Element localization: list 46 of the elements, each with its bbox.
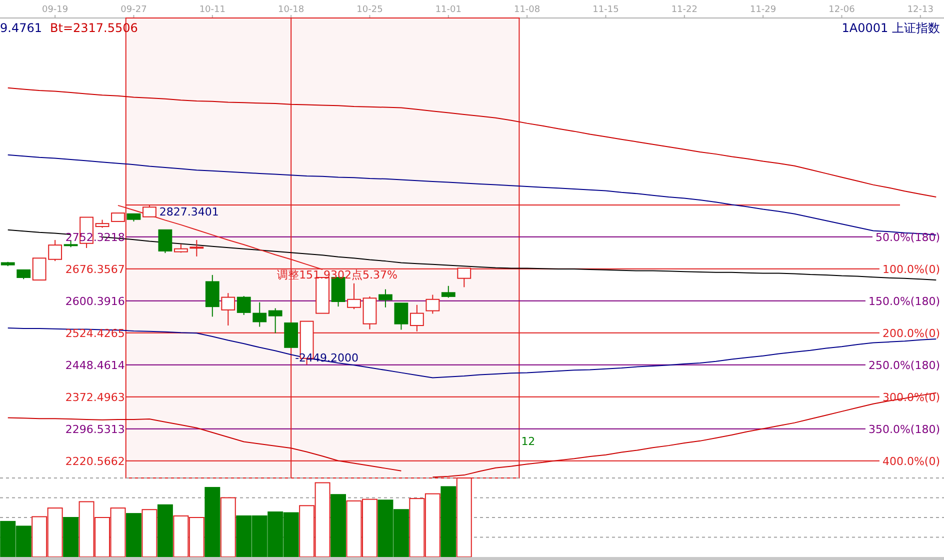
- x-tick-label: 11-15: [592, 5, 619, 15]
- y-tick-label: 2600.3916: [65, 294, 125, 308]
- bar: [220, 497, 236, 558]
- y-tick-label: 2296.5313: [65, 422, 125, 436]
- x-tick-label: 11-22: [671, 5, 698, 15]
- candlestick: [190, 239, 204, 257]
- annotation: 9.4761: [0, 21, 42, 35]
- x-tick-label: 12-13: [907, 5, 934, 15]
- x-tick-label: 11-01: [435, 5, 462, 15]
- candlestick: [221, 292, 236, 326]
- y-tick-label: 2372.4963: [65, 390, 125, 404]
- line-series: [7, 328, 937, 378]
- x-tick-label: 11-29: [750, 5, 776, 15]
- line-series: [7, 87, 937, 198]
- annotation: 250.0%(180): [868, 358, 940, 372]
- annotation: 150.0%(180): [868, 294, 940, 308]
- annotation: 50.0%(180): [875, 230, 940, 244]
- annotation: 200.0%(0): [882, 326, 940, 340]
- y-tick-label: 2448.4614: [65, 358, 125, 372]
- bar: [204, 486, 220, 558]
- annotation: 400.0%(0): [882, 454, 940, 468]
- candlestick: [252, 302, 267, 328]
- bar: [63, 517, 79, 558]
- y-tick-label: 2676.3567: [65, 262, 125, 276]
- candlestick: [268, 308, 282, 334]
- annotation: 350.0%(180): [868, 422, 940, 436]
- x-tick-label: 10-25: [356, 5, 383, 15]
- x-tick-label: 11-08: [514, 5, 540, 15]
- y-tick-label: 2220.5662: [65, 454, 125, 468]
- y-tick-label: 2524.4265: [65, 326, 125, 340]
- bar: [157, 504, 173, 558]
- annotation: 100.0%(0): [882, 262, 940, 276]
- x-tick-label: 10-11: [199, 5, 226, 15]
- candlestick: [378, 288, 392, 308]
- x-tick-label: 09-19: [42, 5, 68, 15]
- x-tick-label: 12-06: [828, 5, 856, 15]
- bar: [142, 509, 158, 558]
- chart-title: 1A0001 上证指数: [842, 21, 940, 35]
- bar: [456, 478, 472, 558]
- bar: [126, 513, 142, 558]
- annotation: 12: [521, 435, 536, 448]
- annotation: 2827.3401: [159, 205, 219, 218]
- x-tick-label: 10-18: [278, 5, 304, 15]
- x-tick-label: 09-27: [120, 5, 147, 15]
- bar: [330, 494, 346, 558]
- bar: [440, 486, 456, 558]
